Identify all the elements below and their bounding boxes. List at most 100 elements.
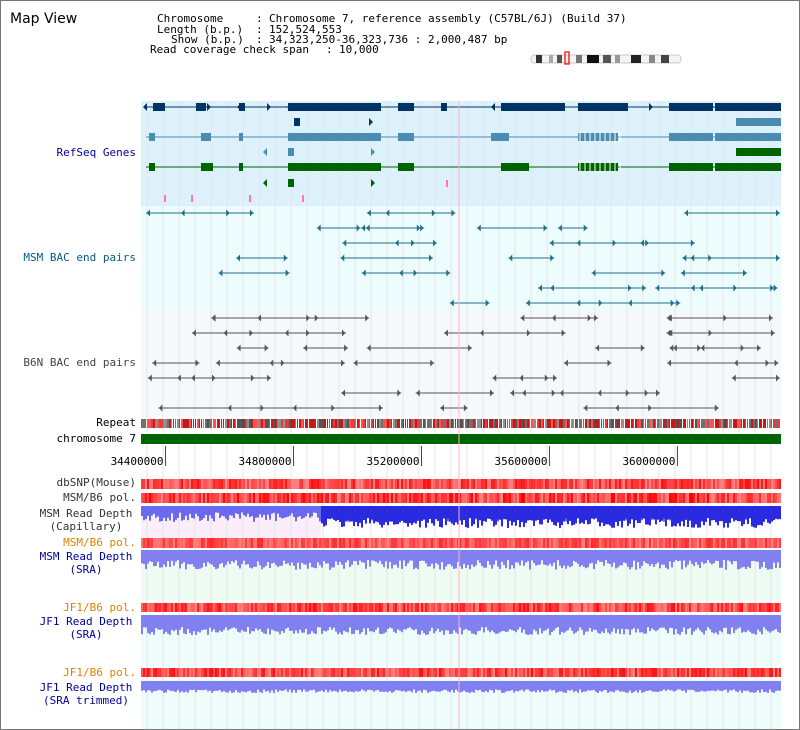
msm-sra-bar xyxy=(167,550,169,562)
gene-row-5-exon xyxy=(501,163,529,171)
msm-sra-bar xyxy=(385,550,387,562)
jf1-b6-pol-cell xyxy=(545,603,547,612)
msm-bac-end xyxy=(642,284,646,292)
dbsnp-cell xyxy=(685,479,687,489)
jf1-sra-bar xyxy=(491,615,493,631)
msm-b6-pol-2-cell xyxy=(437,538,439,548)
jf1-trim-bar xyxy=(461,681,463,692)
repeat-block xyxy=(149,419,151,428)
jf1-trim-bar xyxy=(733,681,735,690)
repeat-block xyxy=(255,419,258,428)
msm-capillary-dense-bar xyxy=(625,506,627,519)
msm-sra-bar xyxy=(507,550,509,561)
dbsnp-cell xyxy=(487,479,489,489)
repeat-block xyxy=(155,419,157,428)
jf1-sra-bar xyxy=(281,615,283,631)
jf1-b6-pol-cell xyxy=(757,603,759,612)
repeat-track xyxy=(141,419,780,428)
msm-sra-bar xyxy=(685,550,687,568)
jf1-trim-bar xyxy=(459,681,461,693)
jf1-sra-bar xyxy=(623,615,625,635)
jf1-b6-pol-2-cell xyxy=(513,668,515,677)
msm-sra-bar xyxy=(253,550,255,567)
jf1-b6-pol-2-cell xyxy=(639,668,641,677)
jf1-trim-bar xyxy=(287,681,289,692)
msm-bac-track[interactable] xyxy=(146,209,780,307)
msm-sra-bar xyxy=(585,550,587,569)
msm-b6-pol-2-cell xyxy=(203,538,205,548)
jf1-trim-bar xyxy=(383,681,385,692)
jf1-b6-pol-2-cell xyxy=(623,668,625,677)
jf1-b6-pol-cell xyxy=(609,603,611,612)
jf1-sra-bar xyxy=(285,615,287,629)
gene-strand-arrow xyxy=(237,103,241,111)
repeat-block xyxy=(523,419,526,428)
repeat-block xyxy=(439,419,442,428)
jf1-b6-pol-2-cell xyxy=(193,668,195,677)
repeat-block xyxy=(475,419,476,428)
jf1-sra-bar xyxy=(311,615,313,632)
msm-b6-pol-2-cell xyxy=(587,538,589,548)
jf1-b6-pol-cell xyxy=(731,603,733,612)
msm-bac-end xyxy=(526,299,530,307)
jf1-trim-bar xyxy=(595,681,597,692)
jf1-b6-pol-2-cell xyxy=(619,668,621,677)
jf1-trim-bar xyxy=(575,681,577,691)
msm-b6-pol-2-cell xyxy=(367,538,369,548)
dbsnp-cell xyxy=(269,479,271,489)
msm-sra-bar xyxy=(283,550,285,561)
jf1-b6-pol-2-cell xyxy=(745,668,747,677)
msm-capillary-bar xyxy=(207,506,209,521)
repeat-block xyxy=(251,419,253,428)
msm-b6-pol-cell xyxy=(335,493,337,503)
msm-b6-pol-cell xyxy=(223,493,225,503)
jf1-trim-bar xyxy=(589,681,591,691)
msm-capillary-bar xyxy=(283,506,285,518)
msm-bac-end xyxy=(770,284,774,292)
refseq-genes-track[interactable] xyxy=(143,103,781,202)
msm-sra-bar xyxy=(701,550,703,562)
jf1-b6-pol-cell xyxy=(365,603,367,612)
jf1-b6-pol-cell xyxy=(289,603,291,612)
jf1-b6-pol-2-cell xyxy=(159,668,161,677)
msm-capillary-dense-bar xyxy=(559,506,561,528)
msm-b6-pol-cell xyxy=(681,493,683,503)
jf1-b6-pol-2-cell xyxy=(289,668,291,677)
msm-sra-bar xyxy=(211,550,213,565)
dbsnp-cell xyxy=(535,479,537,489)
msm-b6-pol-cell xyxy=(405,493,407,503)
msm-sra-bar xyxy=(157,550,159,562)
jf1-b6-pol-2-cell xyxy=(575,668,577,677)
msm-capillary-dense-bar xyxy=(735,506,737,521)
dbsnp-cell xyxy=(519,479,521,489)
msm-sra-bar xyxy=(295,550,297,570)
msm-sra-bar xyxy=(415,550,417,568)
jf1-sra-bar xyxy=(231,615,233,629)
jf1-sra-bar xyxy=(643,615,645,634)
msm-b6-pol-2-cell xyxy=(187,538,189,548)
jf1-b6-pol-2-cell xyxy=(347,668,349,677)
b6n-bac-end xyxy=(468,344,472,352)
b6n-bac-track[interactable] xyxy=(147,314,780,412)
jf1-b6-pol-2-cell xyxy=(341,668,343,677)
msm-capillary-dense-bar xyxy=(379,506,381,525)
msm-capillary-dense-bar xyxy=(713,506,715,520)
msm-b6-pol-2-cell xyxy=(219,538,221,548)
jf1-trim-bar xyxy=(327,681,329,693)
msm-b6-pol-cell xyxy=(689,493,691,503)
jf1-b6-pol-2-cell xyxy=(265,668,267,677)
jf1-trim-bar xyxy=(573,681,575,693)
msm-b6-pol-2-cell xyxy=(205,538,207,548)
msm-bac-end xyxy=(773,284,778,292)
jf1-sra-bar xyxy=(651,615,653,629)
jf1-b6-pol-2-cell xyxy=(493,668,495,677)
jf1-b6-pol-2-cell xyxy=(175,668,177,677)
jf1-b6-pol-cell xyxy=(157,603,159,612)
msm-sra-bar xyxy=(263,550,265,568)
msm-b6-pol-2-cell xyxy=(241,538,243,548)
repeat-block xyxy=(547,419,549,428)
msm-sra-bar xyxy=(371,550,373,561)
b6n-bac-end xyxy=(148,374,152,382)
msm-capillary-dense-bar xyxy=(375,506,377,522)
